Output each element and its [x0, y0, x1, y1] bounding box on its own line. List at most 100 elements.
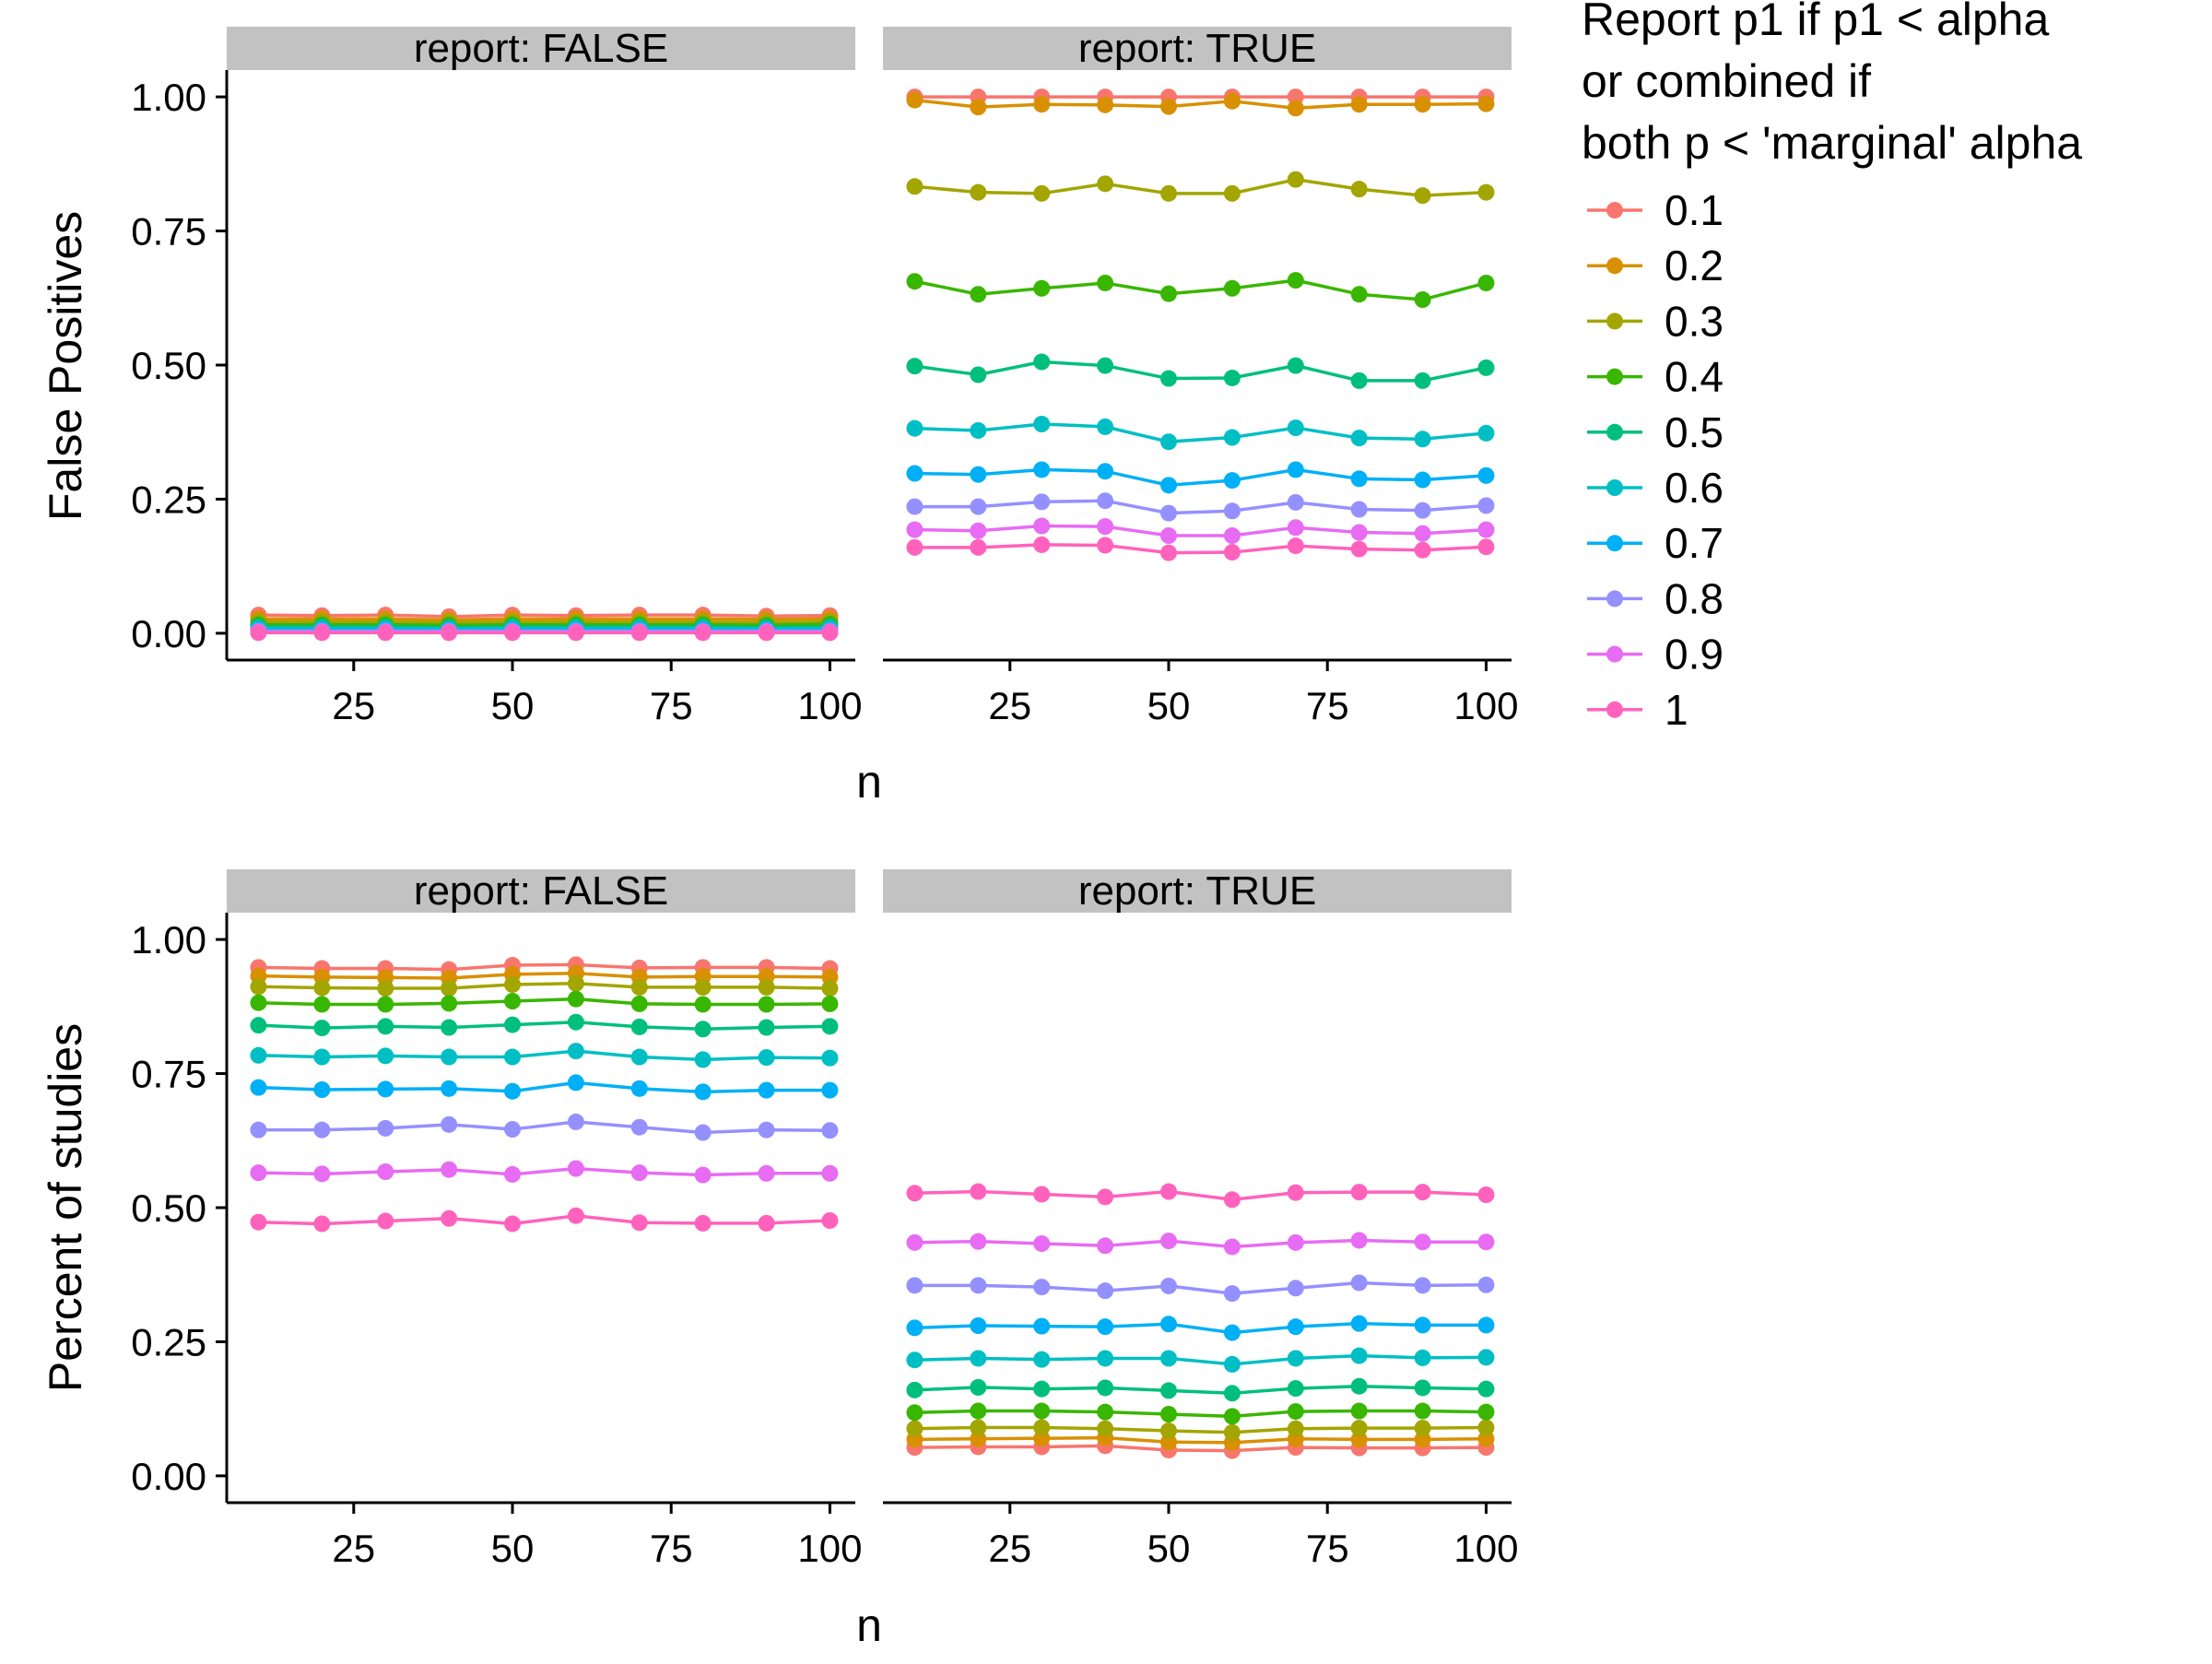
data-point [1477, 1316, 1495, 1334]
data-point [313, 979, 331, 997]
data-point [1033, 517, 1051, 535]
data-point [1350, 96, 1368, 113]
legend-label: 1 [1665, 686, 1688, 734]
facet-panel: report: FALSE 0.00 0.25 0.50 0.75 1.00 25 50 75 1… [131, 26, 862, 727]
data-point [1350, 1232, 1368, 1249]
data-point [970, 538, 987, 556]
data-point [1287, 537, 1304, 555]
data-point [504, 1016, 521, 1033]
data-point [1414, 1184, 1431, 1201]
data-point [1160, 1277, 1177, 1294]
legend-item: 0.6 [1587, 464, 1724, 512]
x-tick-label: 50 [1147, 1527, 1191, 1570]
data-point [441, 1161, 458, 1178]
data-point [1097, 1188, 1114, 1206]
x-axis-title: n [856, 756, 882, 808]
legend-item: 1 [1587, 686, 1688, 734]
series-line [914, 1435, 1487, 1445]
facet-panel: report: TRUE 25 50 75 100 [883, 26, 1518, 727]
data-point [694, 1214, 712, 1232]
data-point [758, 1019, 775, 1036]
data-point [250, 1213, 267, 1231]
chart-bottom: Percent of studies n report: FALSE 0.00 0.25… [40, 868, 1518, 1651]
data-point [1477, 1349, 1495, 1366]
data-point [504, 1215, 521, 1233]
data-point [377, 1163, 394, 1181]
data-point [906, 538, 924, 556]
data-point [1033, 96, 1051, 113]
legend-key-point [1606, 313, 1623, 330]
data-point [1033, 1402, 1051, 1420]
data-point [1350, 430, 1368, 447]
data-point [1414, 1402, 1431, 1420]
series-line [914, 1321, 1487, 1335]
legend-item: 0.7 [1587, 519, 1724, 567]
series-line [914, 1238, 1487, 1249]
data-point [1160, 433, 1177, 451]
data-point [1160, 285, 1177, 302]
data-point [1414, 96, 1431, 113]
data-point [1223, 279, 1241, 297]
data-point [1160, 504, 1177, 522]
data-point [1414, 1233, 1431, 1251]
data-point [1097, 418, 1114, 435]
data-point [313, 1081, 331, 1098]
x-tick-label: 100 [1453, 684, 1518, 727]
data-point [1414, 1379, 1431, 1397]
data-point [1287, 1280, 1304, 1297]
data-point [1223, 1385, 1241, 1402]
facet-strip-label: report: FALSE [414, 26, 668, 71]
data-point [630, 1118, 648, 1136]
data-point [1160, 1233, 1177, 1250]
y-tick-label: 0.75 [131, 210, 206, 254]
data-point [1350, 524, 1368, 541]
series-line [914, 1384, 1487, 1396]
data-point [1477, 466, 1495, 484]
data-point [1033, 1351, 1051, 1368]
data-point [250, 978, 267, 996]
data-point [1097, 1403, 1114, 1421]
data-point [906, 419, 924, 437]
data-point [694, 1124, 712, 1141]
data-point [1160, 1382, 1177, 1399]
series-line [914, 360, 1487, 383]
data-point [1223, 527, 1241, 545]
data-point [250, 1164, 267, 1182]
data-point [1223, 1238, 1241, 1256]
x-axis-title: n [856, 1599, 882, 1651]
x-tick-label: 100 [797, 1527, 862, 1570]
data-point [970, 1183, 987, 1200]
data-point [1033, 1317, 1051, 1335]
data-point [1097, 274, 1114, 291]
data-point [1097, 492, 1114, 510]
data-point [1160, 1316, 1177, 1333]
series-line [914, 543, 1487, 555]
series-line [258, 1166, 830, 1177]
data-point [821, 1122, 839, 1139]
data-point [1033, 536, 1051, 553]
data-point [758, 624, 775, 642]
data-point [906, 91, 924, 109]
series-line [914, 1409, 1487, 1419]
data-point [1223, 1191, 1241, 1209]
data-point [1414, 1277, 1431, 1294]
data-point [1414, 1316, 1431, 1334]
data-point [1350, 1184, 1368, 1201]
series-line [914, 98, 1487, 111]
series-line [914, 1425, 1487, 1434]
data-point [1414, 1349, 1431, 1366]
series-line [258, 1020, 830, 1032]
data-point [1223, 502, 1241, 520]
facet-strip-label: report: FALSE [414, 868, 668, 914]
data-point [1287, 493, 1304, 511]
facet-strip [227, 869, 855, 913]
data-point [1287, 1380, 1304, 1398]
data-point [1477, 1419, 1495, 1436]
data-point [630, 1080, 648, 1097]
data-point [377, 1212, 394, 1230]
data-point [567, 1160, 584, 1177]
data-point [1477, 359, 1495, 376]
data-point [567, 1043, 584, 1060]
x-tick-label: 100 [797, 684, 862, 727]
data-point [1223, 92, 1241, 110]
